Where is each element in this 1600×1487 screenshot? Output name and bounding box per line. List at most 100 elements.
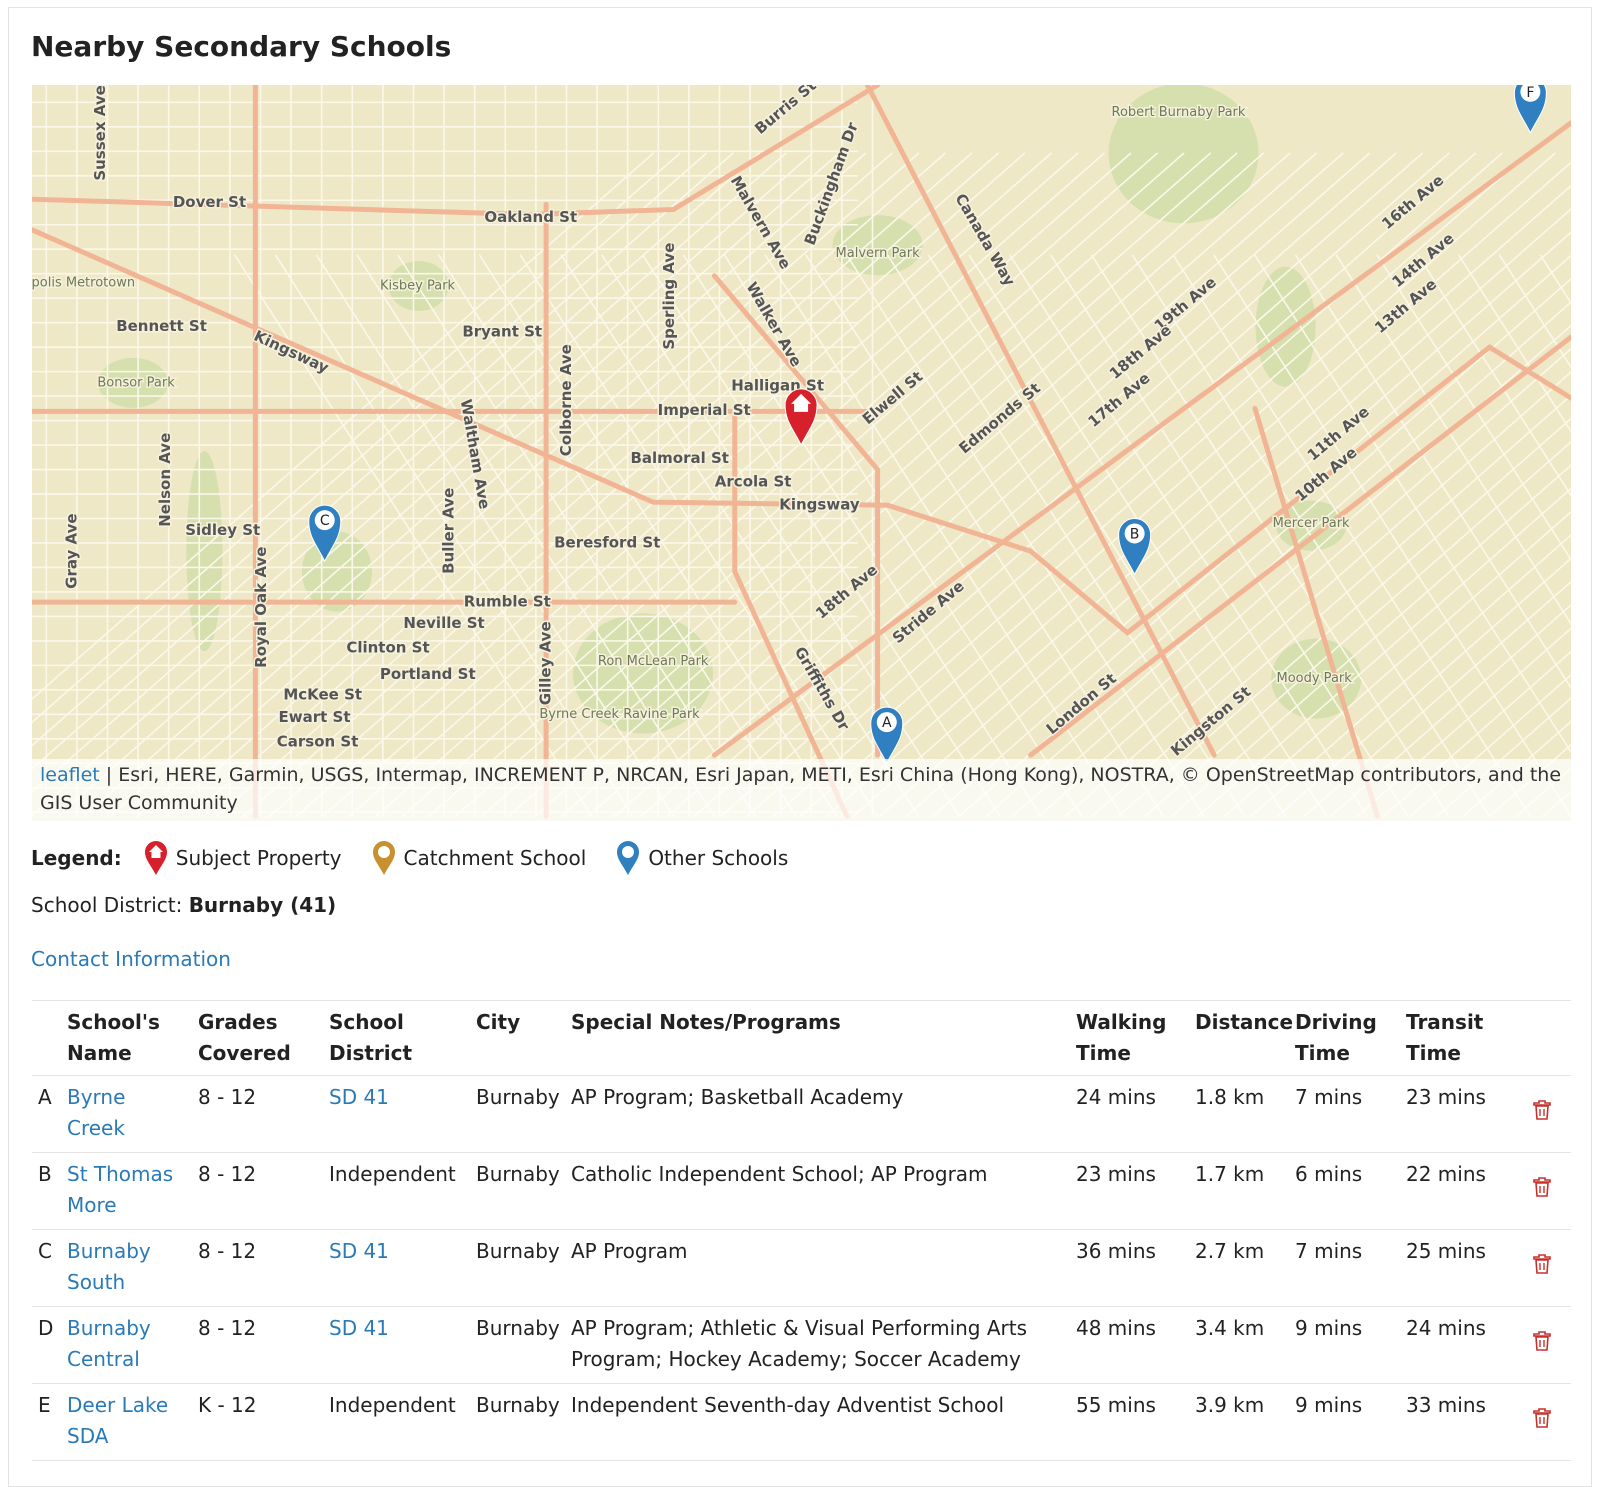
street bbox=[1409, 673, 1571, 818]
table-link[interactable]: SD 41 bbox=[329, 1316, 389, 1340]
street-label: Colborne Ave bbox=[557, 344, 575, 456]
marker-label: A bbox=[882, 715, 892, 731]
street bbox=[1223, 510, 1571, 818]
park-label: Moody Park bbox=[1276, 671, 1352, 686]
street bbox=[878, 207, 1571, 818]
street bbox=[1335, 254, 1571, 626]
street-label: Sidley St bbox=[185, 521, 260, 539]
table-cell: E bbox=[38, 1393, 51, 1417]
table-link[interactable]: Burnaby Central bbox=[67, 1316, 151, 1371]
table-cell: Burnaby bbox=[476, 1085, 560, 1109]
street bbox=[1417, 254, 1571, 497]
street bbox=[32, 152, 654, 701]
marker-badge bbox=[314, 510, 335, 531]
street bbox=[825, 161, 1571, 818]
street-label: Gilley Ave bbox=[537, 621, 555, 705]
map-canvas: Dover St Oakland St Bennett St Bryant St Kin… bbox=[32, 85, 1571, 821]
street bbox=[1303, 580, 1571, 818]
street bbox=[438, 254, 797, 818]
street bbox=[1197, 487, 1571, 818]
header-cell: School's Name bbox=[67, 1010, 160, 1065]
table-link[interactable]: St Thomas More bbox=[67, 1162, 174, 1217]
street bbox=[427, 152, 1185, 818]
street-label: Oakland St bbox=[484, 208, 577, 226]
table-link[interactable]: Deer Lake SDA bbox=[67, 1393, 169, 1448]
map-marker: B bbox=[1118, 517, 1152, 576]
leaflet-link[interactable]: leaflet bbox=[40, 764, 100, 786]
street bbox=[454, 152, 1211, 818]
park-label: Malvern Park bbox=[836, 246, 921, 261]
delete-icon[interactable] bbox=[1532, 1176, 1551, 1197]
table-link[interactable]: Byrne Creek bbox=[67, 1085, 126, 1140]
legend-icon bbox=[372, 841, 395, 875]
park-label: Bonsor Park bbox=[97, 375, 175, 390]
street bbox=[32, 152, 708, 747]
contact-link[interactable]: Contact Information bbox=[31, 947, 231, 971]
street bbox=[587, 152, 1344, 818]
street bbox=[1329, 603, 1571, 818]
table-cell: AP Program bbox=[571, 1239, 688, 1263]
table-cell: Independent bbox=[329, 1162, 456, 1186]
street bbox=[931, 254, 1571, 818]
street bbox=[560, 254, 920, 818]
table-cell: 3.4 km bbox=[1195, 1316, 1265, 1340]
table-cell bbox=[1510, 1384, 1571, 1461]
table-cell: SD 41 bbox=[323, 1230, 470, 1307]
street-label: Sussex Ave bbox=[91, 85, 109, 180]
marker-badge bbox=[1124, 523, 1145, 544]
legend-label: Legend: bbox=[31, 846, 122, 870]
street-label: Portland St bbox=[380, 665, 476, 683]
table-link[interactable]: Burnaby South bbox=[67, 1239, 151, 1294]
street bbox=[852, 184, 1571, 818]
street bbox=[162, 152, 920, 818]
street bbox=[481, 152, 1238, 818]
district-label: School District: bbox=[31, 893, 183, 917]
table-cell: A bbox=[38, 1085, 52, 1109]
park-label: Ron McLean Park bbox=[598, 654, 709, 669]
table-cell bbox=[1510, 1076, 1571, 1153]
table-cell: K - 12 bbox=[198, 1393, 257, 1417]
table-cell: 23 mins bbox=[1406, 1085, 1486, 1109]
header-cell: Driving Time bbox=[1295, 1010, 1377, 1065]
marker-label: C bbox=[320, 513, 330, 529]
table-cell: 24 mins bbox=[1406, 1316, 1486, 1340]
street bbox=[613, 152, 1371, 818]
delete-icon[interactable] bbox=[1532, 1330, 1551, 1351]
table-link[interactable]: SD 41 bbox=[329, 1239, 389, 1263]
street bbox=[1117, 417, 1571, 818]
street bbox=[56, 152, 814, 818]
table-cell: Burnaby bbox=[476, 1239, 560, 1263]
street bbox=[268, 152, 1026, 818]
marker-label: B bbox=[1130, 526, 1140, 542]
table-cell: Deer Lake SDA bbox=[61, 1384, 192, 1461]
table-cell: B bbox=[38, 1162, 52, 1186]
legend-item: Other Schools bbox=[648, 846, 789, 870]
street-label: Ewart St bbox=[279, 708, 351, 726]
street bbox=[321, 152, 1079, 818]
map[interactable]: Dover St Oakland St Bennett St Bryant St Kin… bbox=[32, 85, 1571, 821]
map-marker: A bbox=[870, 706, 904, 765]
park-label: Mercer Park bbox=[1273, 516, 1350, 531]
street bbox=[401, 152, 1158, 818]
table-cell: 8 - 12 bbox=[198, 1085, 257, 1109]
delete-icon[interactable] bbox=[1532, 1253, 1551, 1274]
map-marker bbox=[784, 388, 818, 447]
street-label: Neville St bbox=[403, 614, 484, 632]
street bbox=[1356, 627, 1571, 818]
header-cell: School District bbox=[329, 1010, 413, 1065]
street bbox=[32, 152, 787, 817]
table-cell: Burnaby bbox=[476, 1162, 560, 1186]
table-row: D Burnaby Central 8 - 12 SD 41 Burnaby AP Pro… bbox=[32, 1306, 1571, 1384]
delete-icon[interactable] bbox=[1532, 1099, 1551, 1120]
street bbox=[1250, 534, 1571, 818]
house-icon bbox=[791, 393, 812, 412]
street bbox=[274, 254, 634, 818]
arterial bbox=[1252, 405, 1380, 819]
table-cell: 8 - 12 bbox=[198, 1162, 257, 1186]
header-cell: Transit Time bbox=[1406, 1010, 1484, 1065]
street bbox=[1172, 254, 1532, 818]
delete-icon[interactable] bbox=[1532, 1407, 1551, 1428]
table-link[interactable]: SD 41 bbox=[329, 1085, 389, 1109]
street bbox=[764, 254, 1124, 818]
street bbox=[799, 152, 1556, 818]
